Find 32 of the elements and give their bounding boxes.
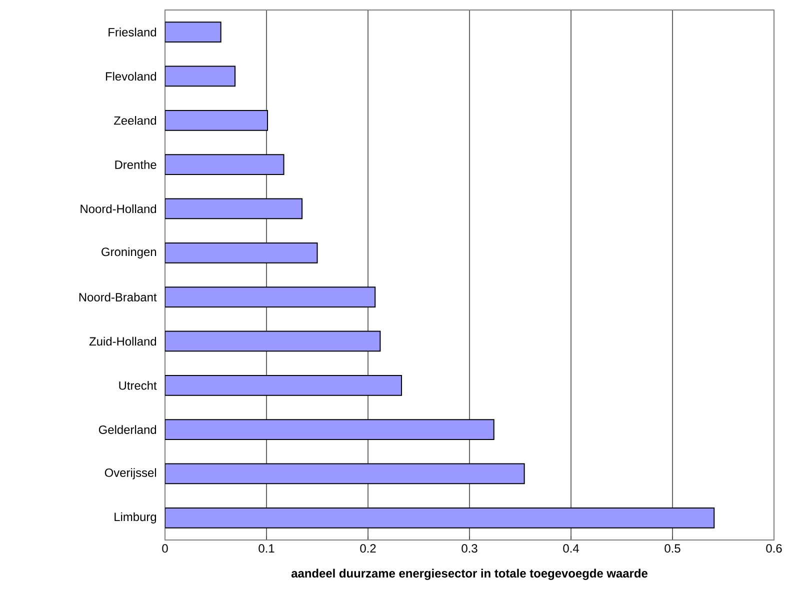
x-tick-label: 0.5: [664, 544, 680, 553]
bar: [165, 463, 525, 484]
bar: [165, 330, 381, 352]
bar: [165, 419, 494, 440]
bar: [165, 110, 268, 131]
y-tick-label: Flevoland: [106, 72, 156, 81]
x-tick-label: 0.2: [360, 544, 376, 553]
bar: [165, 242, 318, 264]
y-tick-label: Drenthe: [115, 160, 156, 169]
bar: [165, 198, 303, 220]
bar: [165, 286, 376, 308]
y-tick-label: Limburg: [114, 512, 156, 524]
x-tick-label: 0.6: [766, 544, 782, 553]
bar: [165, 154, 284, 175]
y-tick-label: Noord-Holland: [80, 204, 156, 214]
y-tick-label: Gelderland: [98, 425, 156, 434]
x-tick-label: 0: [162, 544, 168, 553]
bar: [165, 22, 222, 43]
x-tick-label: 0.1: [258, 544, 274, 553]
y-tick-label: Overijssel: [104, 468, 156, 480]
y-tick-label: Utrecht: [119, 381, 157, 390]
bar: [165, 507, 715, 528]
x-axis-title: aandeel duurzame energiesector in totale toegevoegde waarde: [291, 568, 648, 580]
x-tick-label: 0.3: [462, 544, 478, 553]
y-tick-label: Friesland: [108, 28, 156, 36]
y-tick-label: Zuid-Holland: [89, 336, 156, 346]
y-tick-label: Noord-Brabant: [79, 292, 157, 302]
x-tick-label: 0.4: [563, 544, 579, 553]
y-tick-label: Groningen: [102, 247, 156, 258]
y-tick-label: Zeeland: [114, 116, 156, 125]
bar: [165, 374, 402, 396]
bar: [165, 66, 236, 87]
